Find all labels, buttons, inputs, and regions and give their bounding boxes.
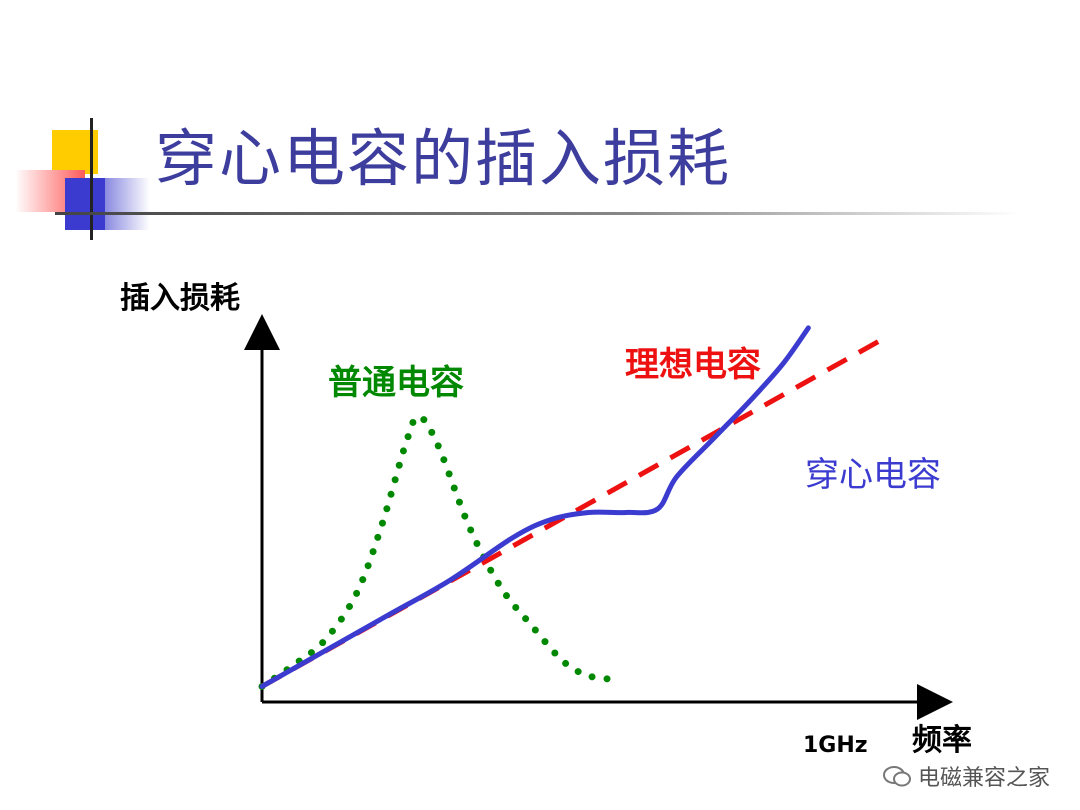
series-label-ideal-capacitor: 理想电容 (625, 345, 761, 385)
page-title: 穿心电容的插入损耗 (155, 122, 732, 195)
wechat-icon (882, 766, 911, 787)
title-underline (55, 212, 1020, 215)
y-axis-label: 插入损耗 (120, 281, 240, 316)
decor-vertical-line (90, 118, 93, 240)
series-line-feedthrough-capacitor (259, 325, 811, 689)
watermark-text: 电磁兼容之家 (917, 766, 1050, 791)
decor-blue-square (65, 178, 105, 230)
series-line-ordinary-capacitor (258, 413, 618, 690)
x-tick-label: 1GHz (803, 733, 868, 758)
x-axis-label: 频率 (912, 723, 972, 758)
series-label-feedthrough-capacitor: 穿心电容 (805, 455, 941, 495)
watermark: 电磁兼容之家 (882, 760, 1050, 792)
decor-blue-fade (105, 178, 150, 230)
series-label-ordinary-capacitor: 普通电容 (328, 363, 464, 403)
